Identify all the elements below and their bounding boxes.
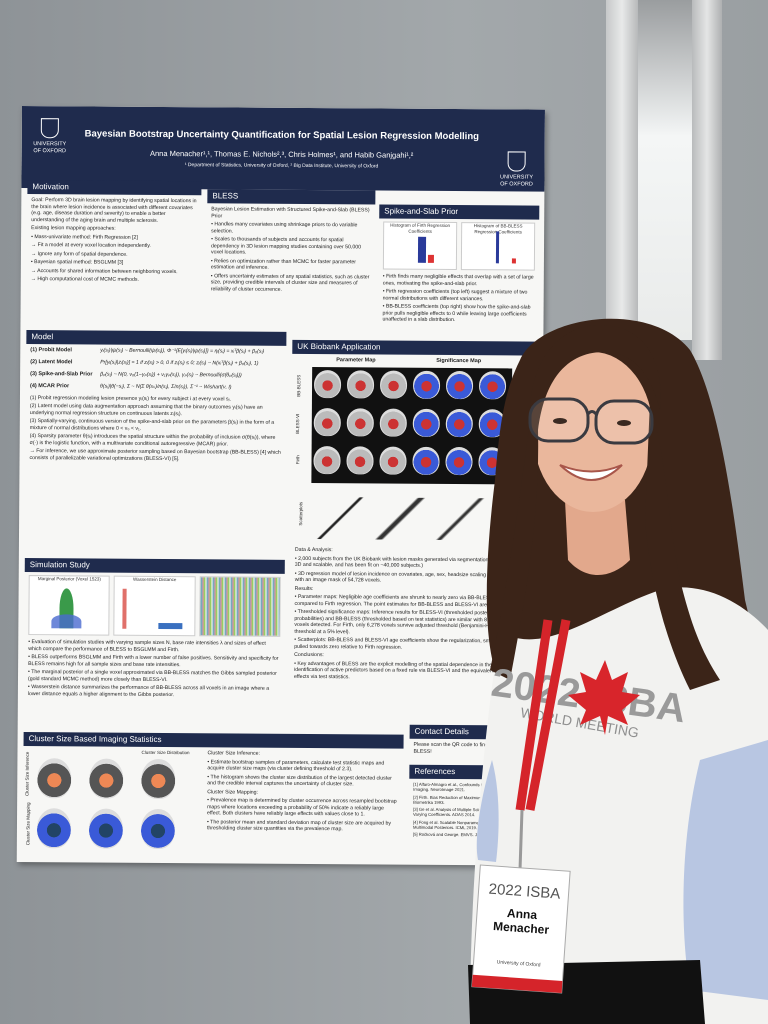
lanyard — [515, 619, 571, 811]
badge-affiliation: University of Oxford — [496, 959, 540, 968]
badge-name-box: Anna Menacher — [492, 906, 550, 937]
hair-front — [490, 325, 661, 680]
frame-left — [606, 0, 638, 330]
sleeve-left — [476, 760, 499, 862]
badge-text: 2022 ISBA Anna Menacher University of Ox… — [471, 881, 563, 993]
frame-right — [692, 0, 722, 360]
lanyard-clip — [518, 809, 524, 871]
badge-event: 2022 ISBA — [488, 881, 561, 903]
eye — [553, 418, 567, 424]
badge-stripe — [471, 974, 563, 993]
face — [533, 352, 653, 512]
sleeve — [683, 740, 768, 1000]
glasses-bridge — [586, 410, 598, 416]
neck — [565, 500, 630, 575]
hair-right — [645, 400, 720, 690]
badge-name: Anna Menacher — [492, 906, 550, 937]
smile — [559, 464, 623, 481]
maple-leaf — [568, 660, 640, 735]
window — [636, 0, 694, 340]
eye — [617, 420, 631, 426]
